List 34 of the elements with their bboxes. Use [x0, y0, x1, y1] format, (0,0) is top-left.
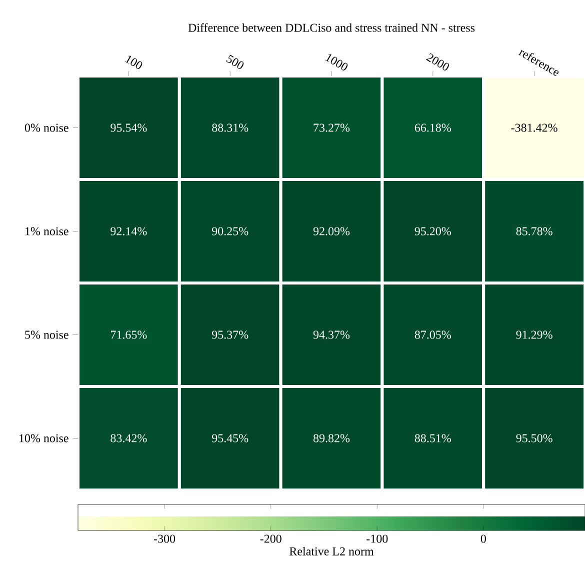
x-tick-label: 100	[124, 56, 142, 69]
y-tick-label: 0% noise	[24, 124, 68, 132]
data-label: 90.25%	[212, 227, 248, 236]
data-label: 88.51%	[414, 434, 451, 442]
y-tick-label: 1% noise	[26, 227, 68, 236]
data-label: 66.18%	[414, 124, 451, 132]
y-tick-label: 5% noise	[25, 330, 68, 339]
data-label: 94.37%	[313, 330, 350, 339]
color-bar-label: -100	[366, 534, 388, 543]
color-bar-label: 0	[480, 534, 486, 543]
data-label: 95.20%	[414, 227, 451, 236]
data-label: 95.45%	[212, 434, 248, 442]
x-tick-label: 2000	[426, 53, 449, 70]
y-tick-label: 10% noise	[20, 434, 68, 442]
data-label: 91.29%	[516, 330, 552, 339]
color-bar-title: Relative L2 norm	[290, 546, 374, 556]
color-bar-label: -300	[154, 534, 176, 543]
data-label: 89.82%	[313, 434, 350, 442]
data-label: -381.42%	[511, 124, 558, 132]
x-tick-label: 500	[226, 54, 244, 69]
data-label: 71.65%	[110, 330, 147, 339]
data-label: 85.78%	[516, 227, 552, 236]
data-label: 87.05%	[414, 330, 451, 339]
chart-title: Difference between DDLCiso and stress trained NN - stress	[188, 23, 475, 32]
data-label: 92.09%	[313, 227, 350, 236]
data-label: 73.27%	[314, 124, 350, 132]
data-label: 95.50%	[516, 434, 552, 442]
data-label: 92.14%	[110, 227, 147, 236]
color-bar-label: -200	[260, 534, 282, 543]
data-label: 88.31%	[212, 124, 248, 132]
data-label: 95.37%	[212, 330, 248, 339]
data-label: 95.54%	[110, 124, 147, 132]
x-tick-label: 1000	[325, 54, 348, 70]
data-label: 83.42%	[110, 434, 147, 442]
